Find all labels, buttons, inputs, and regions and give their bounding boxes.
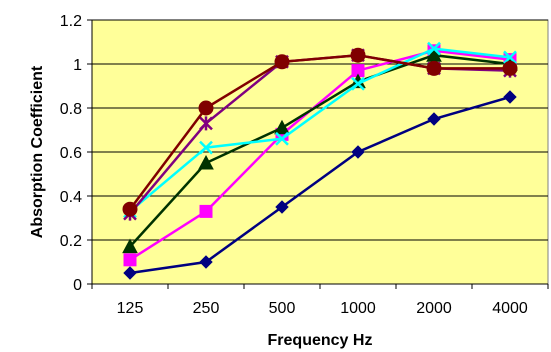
series-line — [129, 53, 510, 210]
series-line — [129, 47, 511, 213]
series-line — [129, 49, 511, 261]
x-tick-label: 500 — [269, 300, 296, 317]
data-point — [199, 255, 213, 269]
data-point — [503, 50, 517, 65]
data-point — [199, 140, 213, 155]
data-point — [122, 238, 138, 254]
x-axis-title: Frequency Hz — [268, 332, 373, 349]
y-tick-label: 0.2 — [60, 233, 82, 250]
series-line — [129, 53, 511, 248]
y-tick-label: 0.6 — [60, 145, 82, 162]
x-tick-label: 125 — [117, 300, 144, 317]
x-tick-label: 2000 — [416, 300, 452, 317]
x-tick-label: 4000 — [492, 300, 528, 317]
y-axis-title: Absorption Coefficient — [29, 65, 46, 238]
series-diamond — [123, 90, 517, 280]
data-point — [503, 90, 517, 104]
y-tick-label: 0 — [73, 277, 82, 294]
y-tick-label: 0.4 — [60, 189, 82, 206]
data-point — [199, 116, 213, 131]
data-point — [198, 100, 214, 116]
data-point — [275, 131, 289, 146]
gridlines — [92, 19, 548, 241]
y-tick-label: 1.2 — [60, 13, 82, 30]
data-point — [351, 145, 365, 159]
data-point — [350, 47, 366, 63]
data-point — [426, 60, 442, 76]
data-point — [122, 201, 138, 217]
series-layer — [122, 41, 518, 280]
y-tick-label: 0.8 — [60, 101, 82, 118]
y-tick-labels: 0 0.2 0.4 0.6 0.8 1 1.2 — [60, 13, 82, 294]
y-tick-label: 1 — [73, 57, 82, 74]
data-point — [427, 112, 441, 126]
data-point — [274, 119, 290, 135]
data-point — [351, 76, 365, 91]
x-tick-labels: 125 250 500 1000 2000 4000 — [117, 300, 528, 317]
x-tick-label: 250 — [193, 300, 220, 317]
data-point — [427, 41, 441, 56]
x-tick-label: 1000 — [340, 300, 376, 317]
axes — [87, 19, 549, 289]
data-point — [198, 154, 214, 170]
data-point — [199, 204, 213, 218]
data-point — [274, 54, 290, 70]
data-point — [502, 60, 518, 76]
data-point — [123, 253, 137, 267]
series-line — [129, 95, 511, 275]
data-point — [123, 266, 137, 280]
series-circle — [122, 47, 518, 217]
data-point — [275, 200, 289, 214]
